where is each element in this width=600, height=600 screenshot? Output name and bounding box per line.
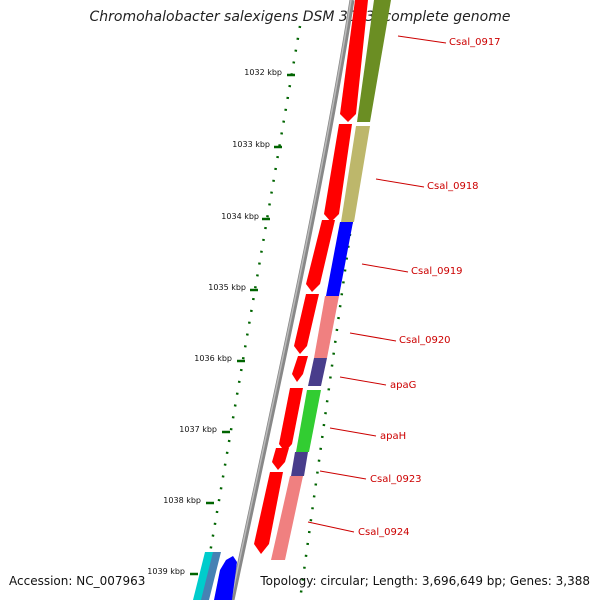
scale-label-1039: 1039 kbp xyxy=(147,567,185,576)
scale-label-1035: 1035 kbp xyxy=(208,283,246,292)
major-ticks xyxy=(190,73,295,576)
backbone-highlight xyxy=(230,0,352,600)
band-apaG[interactable] xyxy=(308,358,327,386)
red-gene-arrow-6[interactable] xyxy=(279,388,303,452)
label-leaders xyxy=(307,35,447,533)
gene-label-Csal_0920[interactable]: Csal_0920 xyxy=(399,335,451,346)
red-gene-arrow-8[interactable] xyxy=(254,472,283,554)
accession-label: Accession: NC_007963 xyxy=(9,574,146,588)
red-gene-arrow-4[interactable] xyxy=(294,294,319,354)
band-Csal_0918[interactable] xyxy=(341,126,370,222)
band-Csal_0920[interactable] xyxy=(314,296,339,358)
genome-backbone xyxy=(229,0,355,600)
band-steel-gene[interactable] xyxy=(201,552,221,600)
scale-label-1034: 1034 kbp xyxy=(221,212,259,221)
band-Csal_0924[interactable] xyxy=(271,476,303,560)
gene-color-track[interactable] xyxy=(193,0,391,600)
band-cyan-gene[interactable] xyxy=(193,552,214,600)
band-Csal_0919[interactable] xyxy=(326,222,353,296)
scale-label-1036: 1036 kbp xyxy=(194,354,232,363)
forward-strand-genes[interactable] xyxy=(214,0,368,600)
red-gene-arrow-7[interactable] xyxy=(272,448,289,470)
gene-label-apaG[interactable]: apaG xyxy=(390,380,416,391)
gene-label-Csal_0923[interactable]: Csal_0923 xyxy=(370,474,422,485)
band-apaH[interactable] xyxy=(296,390,321,452)
red-gene-arrow-9[interactable] xyxy=(214,556,237,600)
scale-label-1032: 1032 kbp xyxy=(244,68,282,77)
gene-label-Csal_0918[interactable]: Csal_0918 xyxy=(427,181,479,192)
band-Csal_0917[interactable] xyxy=(357,0,391,122)
gene-label-Csal_0917[interactable]: Csal_0917 xyxy=(449,37,501,48)
gene-label-Csal_0924[interactable]: Csal_0924 xyxy=(358,527,410,538)
red-gene-arrow-5[interactable] xyxy=(292,356,308,382)
scale-label-1033: 1033 kbp xyxy=(232,140,270,149)
red-gene-arrow-2[interactable] xyxy=(324,124,352,222)
band-Csal_0923[interactable] xyxy=(291,452,308,476)
red-gene-arrow-3[interactable] xyxy=(306,220,335,292)
gene-label-Csal_0919[interactable]: Csal_0919 xyxy=(411,266,463,277)
red-gene-arrow-1[interactable] xyxy=(340,0,368,122)
topology-label: Topology: circular; Length: 3,696,649 bp… xyxy=(260,574,590,588)
map-title: Chromohalobacter salexigens DSM 3043, co… xyxy=(89,9,511,25)
scale-label-1037: 1037 kbp xyxy=(179,425,217,434)
minor-tick-ring xyxy=(200,0,384,600)
gene-label-apaH[interactable]: apaH xyxy=(380,431,406,442)
scale-label-1038: 1038 kbp xyxy=(163,496,201,505)
